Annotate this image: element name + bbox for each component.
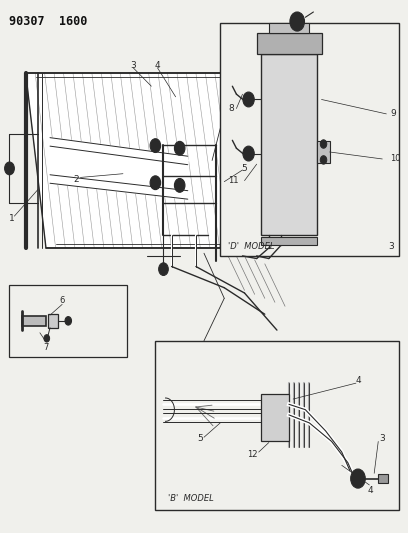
Text: 3: 3: [379, 434, 385, 443]
Circle shape: [177, 182, 182, 189]
Text: 10: 10: [390, 155, 401, 164]
Circle shape: [320, 156, 327, 164]
Circle shape: [290, 12, 304, 31]
Bar: [48, 314, 58, 328]
Circle shape: [243, 146, 254, 161]
Circle shape: [150, 139, 161, 152]
Circle shape: [243, 92, 254, 107]
Circle shape: [150, 176, 161, 190]
Circle shape: [351, 469, 365, 488]
Circle shape: [246, 96, 251, 103]
Circle shape: [153, 179, 158, 187]
Circle shape: [44, 335, 50, 342]
Circle shape: [174, 179, 185, 192]
Text: 3: 3: [388, 242, 394, 251]
Polygon shape: [26, 73, 248, 248]
Bar: [269, 22, 309, 33]
Text: 5: 5: [242, 164, 247, 173]
Circle shape: [65, 317, 71, 325]
Text: 7: 7: [43, 343, 49, 352]
Text: 6: 6: [60, 296, 65, 305]
Bar: [261, 394, 289, 441]
Bar: [155, 341, 399, 511]
Text: 2: 2: [73, 174, 79, 183]
Text: 9: 9: [390, 109, 396, 118]
Text: 3: 3: [130, 61, 136, 69]
Circle shape: [320, 140, 327, 148]
Circle shape: [177, 144, 182, 152]
Bar: [257, 33, 322, 54]
Polygon shape: [50, 138, 188, 199]
Text: 12: 12: [247, 450, 258, 459]
Bar: [261, 237, 317, 245]
Text: 5: 5: [197, 434, 203, 443]
Text: 8: 8: [228, 104, 234, 113]
Circle shape: [174, 141, 185, 155]
Text: 4: 4: [355, 376, 361, 385]
Circle shape: [4, 162, 14, 175]
Bar: [22, 316, 46, 326]
Circle shape: [159, 263, 169, 276]
Bar: [261, 54, 317, 235]
Text: 4: 4: [367, 486, 373, 495]
Bar: [378, 474, 388, 483]
Bar: [220, 22, 399, 256]
Text: 11: 11: [228, 176, 239, 185]
Text: 'D'  MODEL: 'D' MODEL: [228, 242, 275, 251]
Text: 1: 1: [9, 214, 14, 223]
Circle shape: [246, 150, 251, 157]
Circle shape: [153, 142, 158, 149]
Bar: [317, 141, 330, 163]
Text: 4: 4: [155, 61, 160, 69]
Bar: [9, 285, 127, 357]
Text: 'B'  MODEL: 'B' MODEL: [168, 494, 213, 503]
Text: 90307  1600: 90307 1600: [9, 14, 88, 28]
